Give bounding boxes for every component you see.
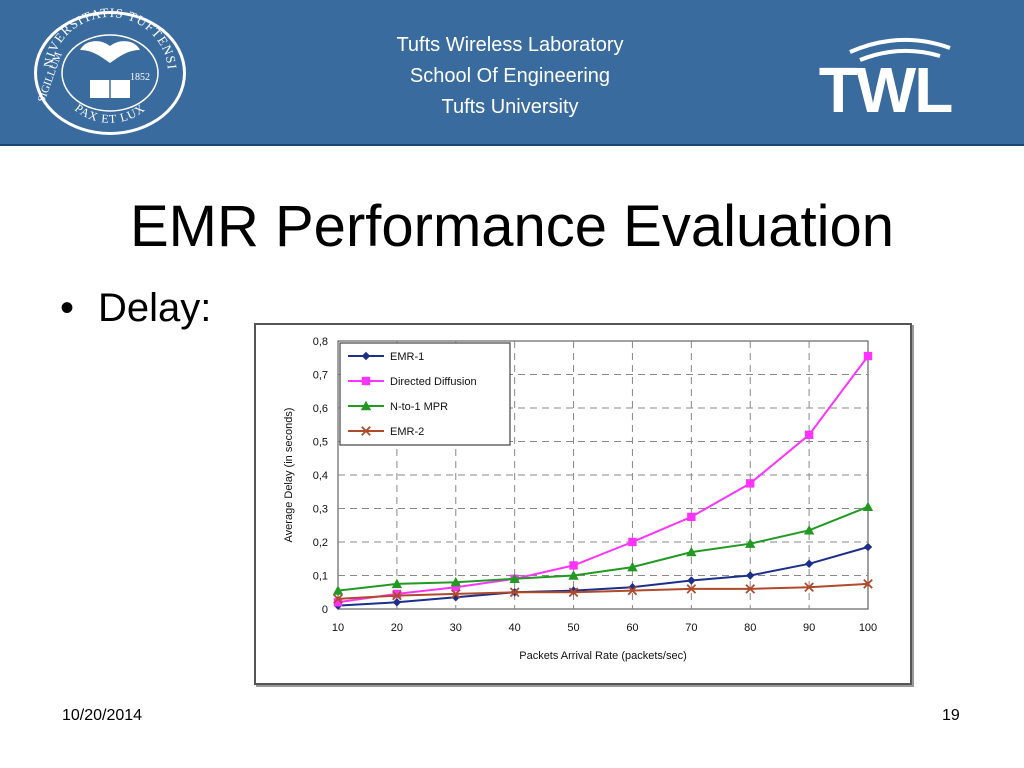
series-marker [804, 430, 814, 439]
series-marker [361, 376, 371, 386]
x-tick-label: 30 [450, 622, 462, 634]
series-marker [361, 426, 371, 436]
y-tick-label: 0 [322, 604, 328, 616]
x-tick-label: 20 [391, 622, 403, 634]
marker-stroke [568, 587, 579, 598]
series-marker [568, 587, 579, 598]
y-tick-label: 0,6 [313, 403, 328, 415]
marker-stroke [392, 590, 402, 601]
series-line [337, 582, 869, 600]
series-marker [862, 501, 874, 512]
y-tick-label: 0,1 [313, 571, 328, 583]
series-marker [628, 537, 637, 547]
series-marker [863, 351, 873, 361]
lab-name-block: Tufts Wireless Laboratory School Of Engi… [340, 30, 680, 123]
series-line [337, 505, 869, 592]
series-marker [391, 578, 403, 589]
marker-stroke [863, 579, 873, 589]
slide-title: EMR Performance Evaluation [130, 194, 894, 259]
series-marker [509, 587, 520, 598]
chart-svg: 0 0,1 0,2 0,3 0,4 0,5 0,6 0,7 0,8 10 20 30 40 50 60 70 8… [283, 336, 877, 662]
marker-stroke [361, 426, 371, 436]
x-tick-label: 90 [803, 622, 815, 634]
legend-label: EMR-1 [390, 351, 424, 363]
footer-date: 10/20/2014 [62, 707, 143, 724]
bullet-item: • Delay: [60, 283, 211, 333]
twl-logo-icon: TWL [819, 37, 954, 120]
y-tick-label: 0,4 [313, 470, 328, 482]
marker-stroke [450, 589, 461, 599]
series-marker [568, 570, 579, 580]
marker-stroke [627, 585, 638, 596]
lab-name: Tufts Wireless Laboratory [396, 34, 624, 56]
series-marker [746, 571, 755, 580]
x-tick-label: 10 [332, 622, 344, 634]
legend-label: N-to-1 MPR [390, 401, 448, 413]
series-marker [686, 546, 697, 557]
x-tick-label: 80 [744, 622, 756, 634]
x-tick-label: 70 [685, 622, 697, 634]
series-marker [360, 400, 372, 411]
legend-entry: Directed Diffusion [348, 376, 477, 388]
marker-stroke [804, 582, 814, 593]
y-tick-label: 0,5 [313, 437, 328, 449]
series-marker [745, 538, 756, 548]
legend-entry: EMR-1 [348, 351, 424, 363]
page-number: 19 [942, 707, 960, 724]
y-tick-label: 0,2 [313, 537, 328, 549]
x-tick-label: 50 [567, 622, 579, 634]
marker-stroke [509, 587, 520, 598]
university-seal-icon: UNIVERSITATIS TUFTENSIS PAX ET LUX SIGIL… [30, 8, 186, 135]
series-line [337, 355, 869, 604]
series-marker [451, 583, 460, 592]
marker-stroke [686, 584, 697, 594]
university-name: Tufts University [441, 96, 579, 118]
series-marker [332, 585, 344, 595]
series-marker [863, 579, 873, 589]
series-marker [627, 561, 638, 572]
series-marker [804, 582, 814, 593]
series-line [337, 546, 869, 607]
logo-text: TWL [819, 54, 953, 120]
x-axis-label: Packets Arrival Rate (packets/sec) [519, 650, 687, 662]
header-band: UNIVERSITATIS TUFTENSIS PAX ET LUX SIGIL… [0, 0, 1024, 146]
marker-stroke [745, 584, 756, 594]
y-tick-label: 0,7 [313, 370, 328, 382]
delay-chart: 0 0,1 0,2 0,3 0,4 0,5 0,6 0,7 0,8 10 20 30 40 50 60 70 8… [254, 323, 912, 685]
series-marker [745, 584, 756, 594]
legend-label: Directed Diffusion [390, 376, 477, 388]
legend-entry: EMR-2 [348, 426, 424, 438]
series-marker [392, 589, 402, 599]
series-marker [451, 593, 460, 602]
series-marker [450, 577, 461, 587]
marker-stroke [333, 594, 343, 604]
series-marker [686, 584, 697, 594]
series-marker [746, 479, 755, 488]
x-tick-label: 60 [626, 622, 638, 634]
legend-entry: N-to-1 MPR [348, 400, 448, 413]
series-marker [627, 585, 638, 596]
bullet-text: Delay: [98, 286, 212, 330]
series-marker [450, 589, 461, 599]
series-marker [569, 561, 578, 570]
bullet-dot: • [60, 286, 75, 330]
series-marker [333, 594, 343, 604]
series-marker [361, 351, 371, 361]
legend-label: EMR-2 [390, 426, 424, 438]
series-marker [509, 573, 520, 584]
series-marker [803, 525, 815, 535]
series-marker [863, 542, 873, 552]
y-tick-label: 0,3 [313, 504, 328, 516]
series-marker [687, 512, 696, 522]
series-marker [392, 590, 402, 601]
seal-year: 1852 [130, 72, 150, 83]
y-tick-label: 0,8 [313, 336, 328, 348]
y-axis-label: Average Delay (in seconds) [283, 408, 295, 543]
x-tick-label: 40 [509, 622, 521, 634]
x-tick-label: 100 [859, 622, 877, 634]
series-marker [333, 598, 343, 607]
school-name: School Of Engineering [409, 65, 611, 87]
